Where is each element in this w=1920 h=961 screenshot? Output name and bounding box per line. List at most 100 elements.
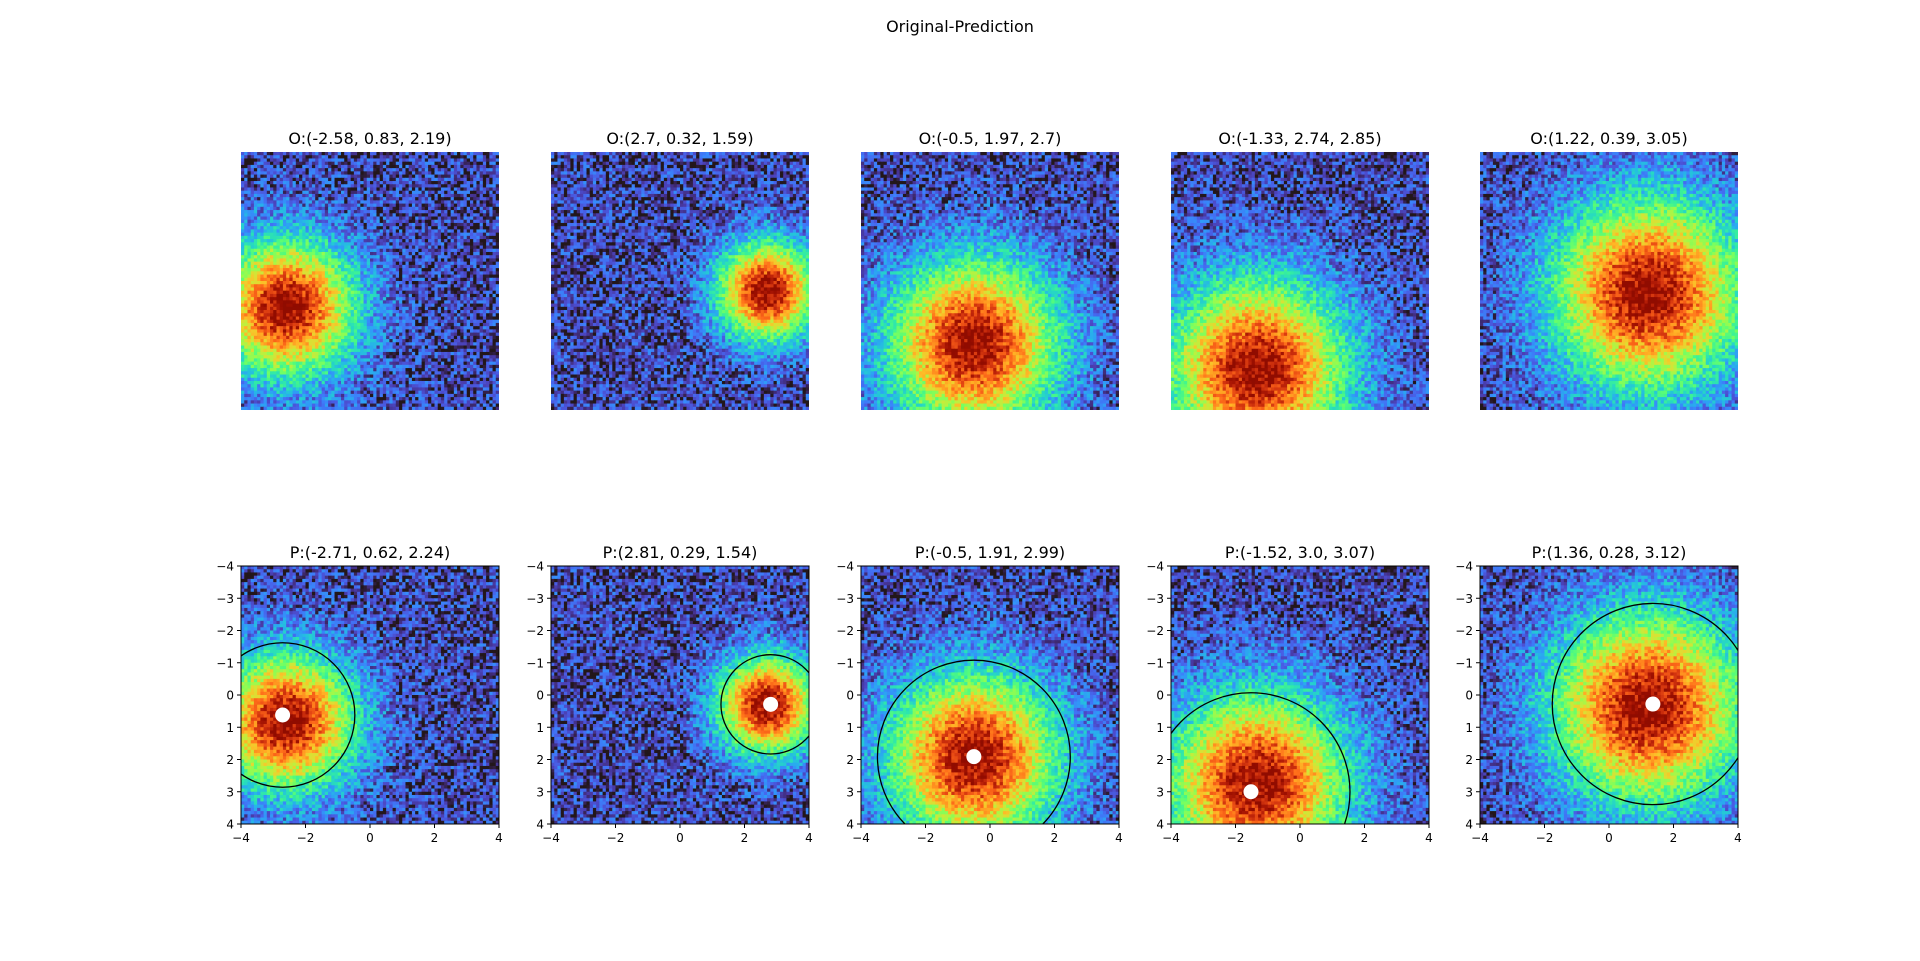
heatmap-cell bbox=[309, 162, 313, 166]
heatmap-cell bbox=[428, 165, 432, 169]
heatmap-cell bbox=[306, 281, 310, 285]
heatmap-cell bbox=[464, 271, 468, 275]
heatmap-cell bbox=[338, 316, 342, 320]
heatmap-cell bbox=[247, 255, 251, 259]
heatmap-cell bbox=[376, 342, 380, 346]
heatmap-cell bbox=[247, 217, 251, 221]
heatmap-cell bbox=[435, 242, 439, 246]
heatmap-cell bbox=[467, 333, 471, 337]
heatmap-cell bbox=[312, 213, 316, 217]
heatmap-cell bbox=[399, 297, 403, 301]
heatmap-cell bbox=[318, 220, 322, 224]
heatmap-cell bbox=[460, 217, 464, 221]
heatmap-cell bbox=[428, 284, 432, 288]
heatmap-cell bbox=[318, 336, 322, 340]
heatmap-cell bbox=[347, 178, 351, 182]
heatmap-cell bbox=[257, 236, 261, 240]
heatmap-cell bbox=[328, 178, 332, 182]
heatmap-cell bbox=[322, 233, 326, 237]
heatmap-cell bbox=[296, 313, 300, 317]
heatmap-cell bbox=[393, 210, 397, 214]
heatmap-cell bbox=[457, 310, 461, 314]
heatmap-cell bbox=[267, 229, 271, 233]
heatmap-cell bbox=[435, 268, 439, 272]
heatmap-cell bbox=[380, 320, 384, 324]
heatmap-cell bbox=[412, 284, 416, 288]
heatmap-cell bbox=[289, 165, 293, 169]
heatmap-cell bbox=[299, 323, 303, 327]
heatmap-cell bbox=[299, 291, 303, 295]
heatmap-cell bbox=[273, 268, 277, 272]
heatmap-cell bbox=[325, 162, 329, 166]
heatmap-cell bbox=[399, 271, 403, 275]
heatmap-cell bbox=[309, 194, 313, 198]
heatmap-cell bbox=[312, 304, 316, 308]
heatmap-cell bbox=[399, 168, 403, 172]
heatmap-cell bbox=[293, 294, 297, 298]
heatmap-cell bbox=[425, 226, 429, 230]
heatmap-cell bbox=[318, 287, 322, 291]
heatmap-cell bbox=[331, 171, 335, 175]
heatmap-cell bbox=[464, 191, 468, 195]
heatmap-cell bbox=[373, 168, 377, 172]
heatmap-cell bbox=[312, 158, 316, 162]
heatmap-cell bbox=[293, 229, 297, 233]
heatmap-cell bbox=[431, 278, 435, 282]
heatmap-cell bbox=[331, 165, 335, 169]
heatmap-cell bbox=[422, 287, 426, 291]
heatmap-cell bbox=[496, 187, 500, 191]
heatmap-cell bbox=[409, 320, 413, 324]
heatmap-cell bbox=[264, 268, 268, 272]
heatmap-cell bbox=[325, 275, 329, 279]
heatmap-cell bbox=[393, 217, 397, 221]
heatmap-cell bbox=[415, 207, 419, 211]
heatmap-cell bbox=[267, 162, 271, 166]
heatmap-cell bbox=[380, 323, 384, 327]
heatmap-cell bbox=[244, 155, 248, 159]
heatmap-cell bbox=[460, 194, 464, 198]
heatmap-cell bbox=[341, 249, 345, 253]
heatmap-cell bbox=[470, 207, 474, 211]
heatmap-cell bbox=[373, 184, 377, 188]
heatmap-cell bbox=[409, 207, 413, 211]
heatmap-cell bbox=[338, 275, 342, 279]
heatmap-cell bbox=[322, 204, 326, 208]
heatmap-cell bbox=[399, 294, 403, 298]
heatmap-cell bbox=[451, 255, 455, 259]
heatmap-cell bbox=[331, 226, 335, 230]
heatmap-cell bbox=[354, 162, 358, 166]
heatmap-cell bbox=[399, 178, 403, 182]
heatmap-cell bbox=[312, 204, 316, 208]
heatmap-cell bbox=[454, 217, 458, 221]
heatmap-cell bbox=[357, 246, 361, 250]
heatmap-cell bbox=[264, 191, 268, 195]
heatmap-cell bbox=[489, 217, 493, 221]
heatmap-cell bbox=[370, 333, 374, 337]
heatmap-cell bbox=[402, 236, 406, 240]
heatmap-cell bbox=[373, 349, 377, 353]
heatmap-cell bbox=[435, 291, 439, 295]
heatmap-cell bbox=[341, 291, 345, 295]
heatmap-cell bbox=[396, 333, 400, 337]
heatmap-cell bbox=[251, 152, 255, 156]
heatmap-cell bbox=[367, 239, 371, 243]
heatmap-cell bbox=[364, 229, 368, 233]
heatmap-cell bbox=[251, 265, 255, 269]
heatmap-cell bbox=[486, 316, 490, 320]
heatmap-cell bbox=[241, 271, 245, 275]
heatmap-cell bbox=[351, 281, 355, 285]
heatmap-cell bbox=[447, 336, 451, 340]
heatmap-cell bbox=[386, 184, 390, 188]
heatmap-cell bbox=[354, 242, 358, 246]
heatmap-cell bbox=[431, 168, 435, 172]
heatmap-cell bbox=[380, 287, 384, 291]
heatmap-cell bbox=[473, 152, 477, 156]
heatmap-cell bbox=[244, 213, 248, 217]
heatmap-cell bbox=[299, 287, 303, 291]
heatmap-cell bbox=[286, 265, 290, 269]
heatmap-cell bbox=[457, 281, 461, 285]
heatmap-cell bbox=[360, 242, 364, 246]
heatmap-cell bbox=[473, 265, 477, 269]
heatmap-cell bbox=[435, 207, 439, 211]
heatmap-cell bbox=[493, 278, 497, 282]
